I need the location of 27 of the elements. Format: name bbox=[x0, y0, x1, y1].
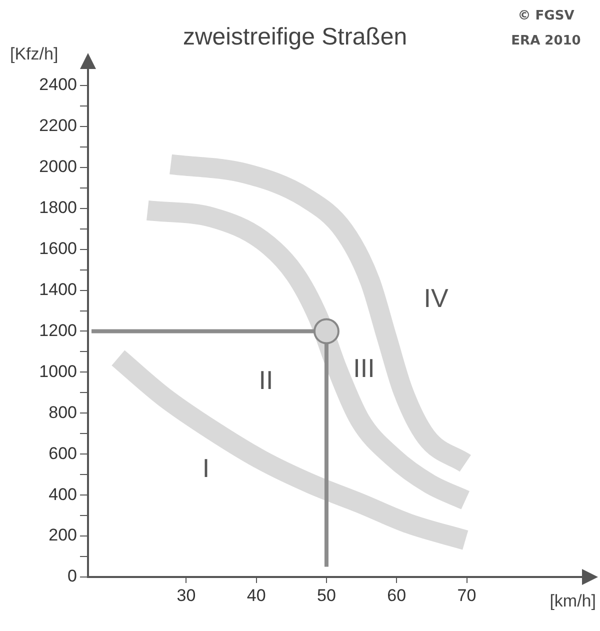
x-tick-label: 30 bbox=[176, 586, 196, 605]
y-tick-label: 1400 bbox=[39, 280, 77, 299]
x-tick-label: 50 bbox=[317, 586, 336, 605]
y-tick-label: 2000 bbox=[39, 157, 77, 176]
annotation: II bbox=[258, 365, 274, 396]
y-tick-label: 400 bbox=[48, 484, 77, 504]
y-tick-label: 2200 bbox=[39, 116, 77, 136]
y-tick-label: 2400 bbox=[39, 75, 77, 94]
y-tick-label: 0 bbox=[68, 566, 77, 586]
y-tick-label: 1200 bbox=[39, 320, 77, 340]
text: © FGSV bbox=[518, 8, 574, 24]
x-tick-label: 60 bbox=[387, 586, 406, 605]
chart-title: zweistreifige Straßen bbox=[182, 24, 408, 51]
x-tick-label: 40 bbox=[246, 586, 266, 605]
y-axis-title: [Kfz/h] bbox=[10, 44, 58, 64]
text: ERA 2010 bbox=[511, 33, 581, 48]
y-tick-label: 600 bbox=[48, 444, 77, 463]
y-tick-label: 800 bbox=[48, 402, 77, 422]
annotation: IV bbox=[424, 283, 449, 314]
annotation: III bbox=[353, 353, 375, 384]
y-tick-label: 1600 bbox=[39, 239, 77, 258]
y-tick-label: 1000 bbox=[39, 362, 77, 381]
y-tick-label: 1800 bbox=[39, 198, 77, 218]
annotation: I bbox=[202, 453, 210, 484]
y-tick-label: 200 bbox=[48, 526, 77, 545]
x-tick-label: 70 bbox=[457, 586, 476, 605]
x-axis-title: [km/h] bbox=[550, 592, 596, 611]
